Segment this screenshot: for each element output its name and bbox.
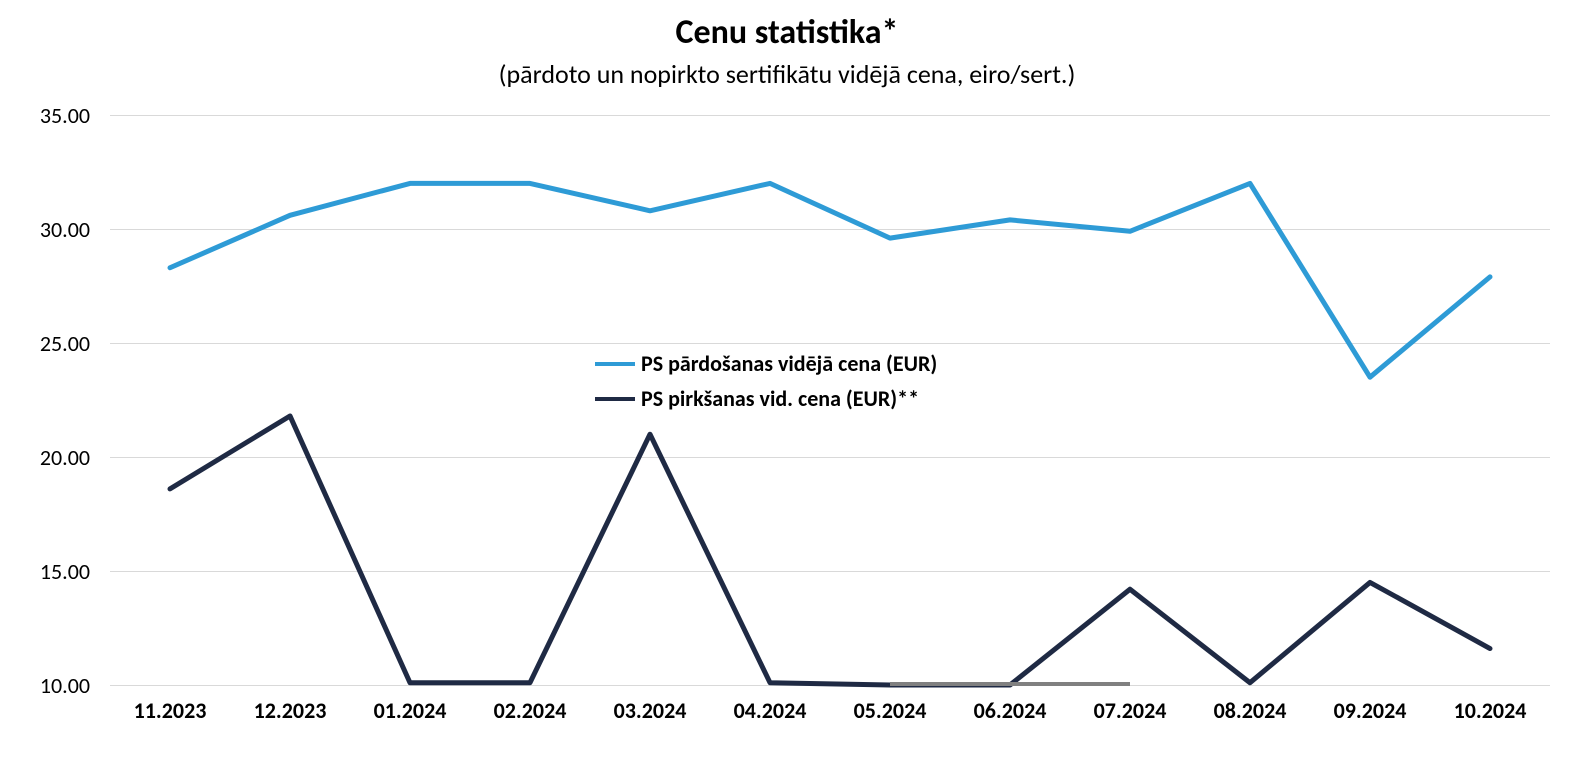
x-tick-label: 12.2023 bbox=[230, 697, 350, 724]
x-tick-label: 10.2024 bbox=[1430, 697, 1550, 724]
chart-subtitle: (pārdoto un nopirkto sertifikātu vidējā … bbox=[0, 58, 1574, 90]
y-tick-label: 15.00 bbox=[0, 558, 90, 585]
x-tick-label: 11.2023 bbox=[110, 697, 230, 724]
y-tick-label: 30.00 bbox=[0, 216, 90, 243]
chart-title: Cenu statistika* bbox=[0, 12, 1574, 53]
y-tick-label: 20.00 bbox=[0, 444, 90, 471]
legend-label: PS pirkšanas vid. cena (EUR)** bbox=[641, 385, 919, 412]
legend: PS pārdošanas vidējā cena (EUR) PS pirkša… bbox=[595, 350, 937, 412]
y-tick-label: 25.00 bbox=[0, 330, 90, 357]
x-tick-label: 07.2024 bbox=[1070, 697, 1190, 724]
chart-container: Cenu statistika* (pārdoto un nopirkto se… bbox=[0, 0, 1574, 765]
series-line-0 bbox=[170, 183, 1490, 377]
x-tick-label: 02.2024 bbox=[470, 697, 590, 724]
legend-item-1: PS pirkšanas vid. cena (EUR)** bbox=[595, 385, 937, 412]
x-tick-label: 04.2024 bbox=[710, 697, 830, 724]
legend-swatch bbox=[595, 397, 635, 401]
series-line-1 bbox=[170, 416, 1490, 685]
legend-swatch bbox=[595, 362, 635, 366]
x-tick-label: 09.2024 bbox=[1310, 697, 1430, 724]
legend-label: PS pārdošanas vidējā cena (EUR) bbox=[641, 350, 937, 377]
x-tick-label: 05.2024 bbox=[830, 697, 950, 724]
x-tick-label: 06.2024 bbox=[950, 697, 1070, 724]
axis-shadow bbox=[890, 682, 1130, 686]
y-tick-label: 10.00 bbox=[0, 672, 90, 699]
y-tick-label: 35.00 bbox=[0, 102, 90, 129]
x-tick-label: 01.2024 bbox=[350, 697, 470, 724]
legend-item-0: PS pārdošanas vidējā cena (EUR) bbox=[595, 350, 937, 377]
x-tick-label: 08.2024 bbox=[1190, 697, 1310, 724]
x-tick-label: 03.2024 bbox=[590, 697, 710, 724]
